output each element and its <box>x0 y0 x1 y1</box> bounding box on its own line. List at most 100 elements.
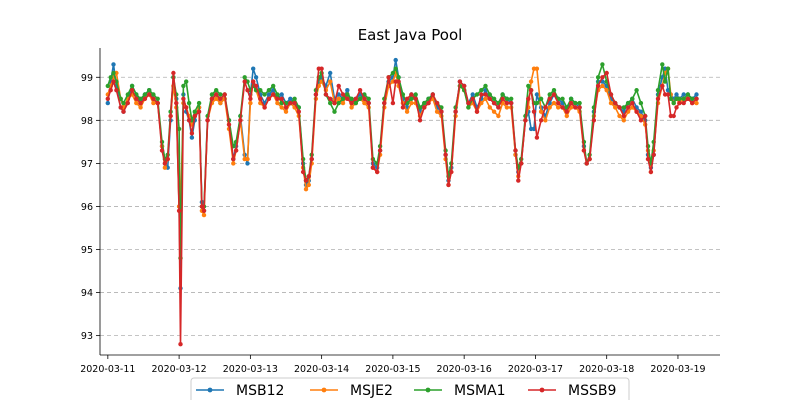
data-point <box>186 100 192 106</box>
data-point <box>279 105 284 110</box>
data-point <box>491 96 497 102</box>
data-point <box>296 109 301 114</box>
data-point <box>677 100 682 106</box>
data-point <box>174 100 179 106</box>
data-point <box>349 105 354 110</box>
data-point <box>306 182 311 188</box>
data-point <box>266 88 272 93</box>
data-point <box>621 118 626 123</box>
data-point <box>340 96 346 102</box>
y-tick-label: 99 <box>81 73 93 84</box>
data-point <box>303 178 309 183</box>
data-point <box>674 92 679 97</box>
legend-label: MSJE2 <box>350 383 393 399</box>
data-point <box>201 212 207 218</box>
data-point <box>390 100 396 106</box>
y-tick-label: 98 <box>81 116 93 127</box>
data-point <box>186 118 192 123</box>
data-point <box>218 96 223 102</box>
data-point <box>125 92 130 97</box>
data-point <box>560 96 565 102</box>
data-point <box>233 148 239 153</box>
x-tick-label: 2020-03-19 <box>650 364 705 375</box>
legend-swatch-marker <box>425 387 431 393</box>
data-point <box>483 83 488 89</box>
data-point <box>491 109 497 114</box>
data-point <box>129 88 135 93</box>
data-point <box>171 70 176 76</box>
data-point <box>547 105 552 110</box>
data-point <box>528 88 534 93</box>
data-point <box>474 92 480 97</box>
data-point <box>162 161 168 166</box>
data-point <box>209 96 215 102</box>
data-point <box>125 100 130 106</box>
data-point <box>681 100 686 106</box>
data-point <box>386 75 391 80</box>
data-point <box>466 100 471 106</box>
data-point <box>417 105 423 110</box>
data-point <box>288 100 293 106</box>
data-point <box>258 88 263 93</box>
data-point <box>655 88 661 93</box>
data-point <box>543 118 548 123</box>
axes: 93 94 95 96 97 98 99 2020-03-11 2020-03-12 2020-0… <box>80 48 720 375</box>
data-point <box>534 100 540 106</box>
data-point <box>491 100 497 106</box>
data-point <box>248 100 253 106</box>
data-point <box>513 148 518 153</box>
data-point <box>142 96 148 102</box>
data-point <box>604 88 609 93</box>
data-point <box>357 88 363 93</box>
data-point <box>300 169 306 175</box>
data-point <box>638 100 644 106</box>
data-point <box>655 96 661 102</box>
data-point <box>417 118 423 123</box>
data-point <box>509 96 514 102</box>
data-point <box>587 156 592 162</box>
data-point <box>523 118 528 123</box>
data-point <box>248 96 253 102</box>
data-point <box>396 79 401 84</box>
data-point <box>134 100 139 106</box>
data-point <box>353 96 358 102</box>
data-point <box>564 109 569 114</box>
data-point <box>685 92 691 97</box>
data-point <box>332 100 337 106</box>
data-point <box>238 118 243 123</box>
data-point <box>573 100 578 106</box>
data-point <box>366 100 371 106</box>
data-point <box>129 83 135 89</box>
data-point <box>479 92 484 97</box>
data-point <box>630 100 635 106</box>
data-point <box>275 100 280 106</box>
data-point <box>538 109 544 114</box>
data-point <box>668 96 673 102</box>
data-point <box>422 105 427 110</box>
data-point <box>526 96 531 102</box>
data-point <box>147 92 152 97</box>
data-point <box>370 165 376 170</box>
data-point <box>617 105 622 110</box>
data-point <box>332 109 337 114</box>
data-point <box>634 109 639 114</box>
y-tick-label: 93 <box>81 331 93 342</box>
data-point <box>147 88 152 93</box>
data-point <box>309 156 314 162</box>
data-point <box>643 113 648 119</box>
data-point <box>528 79 534 84</box>
data-point <box>449 169 454 175</box>
data-point <box>196 109 202 114</box>
data-point <box>409 96 414 102</box>
legend-label: MSMA1 <box>454 383 506 399</box>
data-point <box>279 96 284 102</box>
data-point <box>504 96 510 102</box>
data-point <box>184 79 189 84</box>
data-point <box>504 100 510 106</box>
data-point <box>648 169 654 175</box>
x-tick-label: 2020-03-17 <box>508 364 563 375</box>
data-point <box>362 100 367 106</box>
data-point <box>181 96 186 102</box>
data-point <box>685 96 691 102</box>
